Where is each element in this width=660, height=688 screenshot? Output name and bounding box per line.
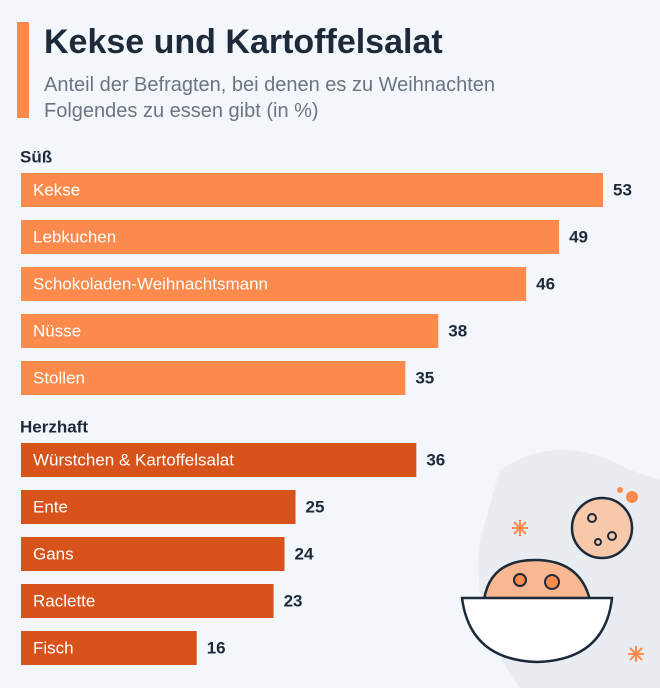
bar-label: Lebkuchen	[33, 227, 116, 246]
value-label: 49	[569, 227, 588, 246]
value-label: 16	[207, 638, 226, 657]
value-label: 25	[306, 497, 325, 516]
value-label: 46	[536, 274, 555, 293]
group-title: Herzhaft	[20, 417, 88, 436]
illustration	[460, 450, 660, 688]
bar-label: Würstchen & Kartoffelsalat	[33, 450, 234, 469]
bar-label: Schokoladen-Weihnachtsmann	[33, 274, 268, 293]
bar	[21, 537, 285, 571]
accent-bar	[17, 22, 29, 118]
value-label: 23	[284, 591, 303, 610]
bar	[21, 361, 406, 395]
bar	[21, 490, 296, 524]
bar	[21, 220, 560, 254]
group-title: Süß	[20, 147, 52, 166]
bar	[21, 314, 439, 348]
bar	[21, 631, 197, 665]
bar-label: Stollen	[33, 368, 85, 387]
value-label: 53	[613, 180, 632, 199]
bar-label: Gans	[33, 544, 74, 563]
chart-subtitle: Folgendes zu essen gibt (in %)	[44, 100, 319, 122]
value-label: 35	[415, 368, 434, 387]
bar	[21, 584, 274, 618]
bar-label: Raclette	[33, 591, 95, 610]
chart-subtitle: Anteil der Befragten, bei denen es zu We…	[44, 74, 495, 96]
bar	[21, 443, 417, 477]
bar-label: Fisch	[33, 638, 74, 657]
chart-title: Kekse und Kartoffelsalat	[44, 23, 443, 61]
value-label: 24	[295, 544, 314, 563]
bar	[21, 267, 527, 301]
value-label: 38	[448, 321, 467, 340]
bar-label: Kekse	[33, 180, 80, 199]
bar-label: Ente	[33, 497, 68, 516]
bar-label: Nüsse	[33, 321, 81, 340]
bar	[21, 173, 603, 207]
value-label: 36	[426, 450, 445, 469]
